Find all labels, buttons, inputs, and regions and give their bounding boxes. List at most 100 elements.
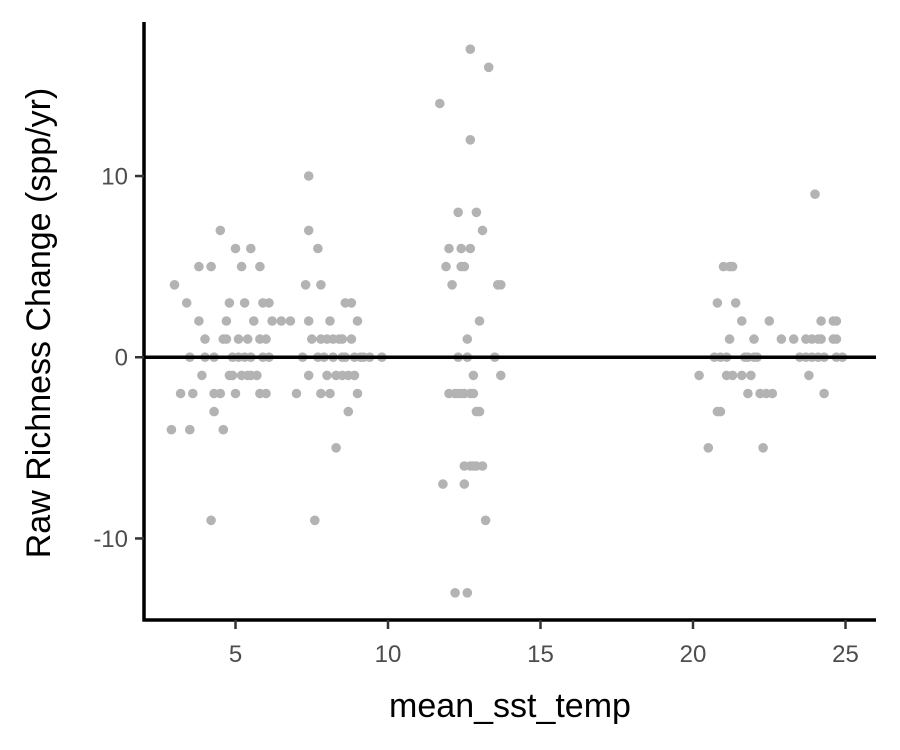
- data-point: [456, 243, 467, 254]
- data-point: [285, 316, 296, 326]
- data-point: [703, 443, 714, 453]
- data-point: [749, 334, 759, 344]
- data-point: [331, 443, 341, 453]
- data-point: [727, 261, 738, 272]
- data-point: [316, 280, 326, 290]
- data-point: [743, 388, 753, 399]
- data-point: [764, 316, 775, 326]
- data-point: [303, 171, 314, 181]
- data-point: [477, 461, 488, 471]
- data-point: [224, 298, 235, 308]
- data-point: [438, 479, 448, 489]
- data-point: [819, 388, 829, 399]
- data-point: [303, 225, 314, 236]
- data-point: [730, 298, 741, 308]
- data-point: [496, 370, 506, 381]
- data-point: [767, 388, 778, 399]
- y-tick-label: -10: [93, 526, 128, 553]
- data-point: [255, 261, 265, 272]
- data-point: [197, 370, 207, 381]
- data-point: [206, 515, 216, 526]
- data-point: [804, 370, 814, 381]
- data-point: [758, 443, 768, 453]
- data-point: [468, 370, 479, 381]
- data-point: [737, 316, 747, 326]
- data-point: [496, 280, 506, 290]
- x-tick-label: 5: [229, 641, 242, 668]
- data-point: [175, 388, 186, 399]
- data-point: [465, 44, 476, 54]
- data-point: [169, 280, 180, 290]
- data-point: [441, 261, 451, 272]
- data-point: [816, 316, 826, 326]
- x-tick-label: 15: [527, 641, 554, 668]
- data-point: [715, 406, 726, 417]
- data-point: [267, 316, 277, 326]
- data-point: [300, 280, 311, 290]
- data-point: [831, 334, 842, 344]
- data-point: [477, 225, 488, 236]
- data-point: [737, 370, 747, 381]
- data-point: [325, 316, 335, 326]
- points-layer: [166, 44, 848, 598]
- data-point: [788, 334, 799, 344]
- data-point: [459, 261, 470, 272]
- data-point: [337, 334, 348, 344]
- y-axis-ticks: -10 0 10: [93, 164, 144, 553]
- data-point: [206, 261, 216, 272]
- data-point: [724, 334, 735, 344]
- data-point: [352, 316, 363, 326]
- y-tick-label: 10: [101, 164, 128, 191]
- data-point: [261, 334, 271, 344]
- data-point: [459, 479, 470, 489]
- y-tick-label: 0: [115, 345, 128, 372]
- data-point: [435, 98, 445, 109]
- data-point: [746, 370, 756, 381]
- data-point: [450, 588, 460, 598]
- data-point: [325, 388, 335, 399]
- data-point: [343, 406, 354, 417]
- data-point: [483, 62, 494, 73]
- data-point: [307, 334, 317, 344]
- data-point: [346, 298, 357, 308]
- data-point: [246, 243, 256, 254]
- data-point: [462, 588, 473, 598]
- data-point: [264, 298, 274, 308]
- data-point: [215, 388, 226, 399]
- data-point: [474, 406, 485, 417]
- data-point: [480, 515, 491, 526]
- data-point: [316, 388, 326, 399]
- data-point: [236, 261, 247, 272]
- data-point: [200, 334, 210, 344]
- data-point: [303, 316, 314, 326]
- data-point: [727, 370, 738, 381]
- data-point: [816, 334, 826, 344]
- data-point: [349, 370, 360, 381]
- data-point: [233, 334, 244, 344]
- data-point: [346, 334, 357, 344]
- x-axis-title: mean_sst_temp: [389, 687, 631, 725]
- data-point: [465, 135, 476, 145]
- data-point: [471, 207, 482, 218]
- data-point: [249, 316, 259, 326]
- data-point: [252, 370, 262, 381]
- data-point: [209, 406, 219, 417]
- data-point: [261, 388, 271, 399]
- data-point: [215, 225, 226, 236]
- data-point: [468, 388, 479, 399]
- data-point: [694, 370, 704, 381]
- data-point: [221, 316, 232, 326]
- data-point: [465, 243, 476, 254]
- data-point: [166, 424, 177, 435]
- x-axis-ticks: 5 10 15 20 25: [229, 620, 859, 668]
- data-point: [242, 334, 253, 344]
- data-point: [712, 298, 723, 308]
- data-point: [462, 334, 473, 344]
- data-point: [310, 515, 320, 526]
- data-point: [776, 334, 787, 344]
- x-tick-label: 10: [375, 641, 402, 668]
- data-point: [474, 316, 485, 326]
- data-point: [322, 370, 332, 381]
- data-point: [194, 316, 204, 326]
